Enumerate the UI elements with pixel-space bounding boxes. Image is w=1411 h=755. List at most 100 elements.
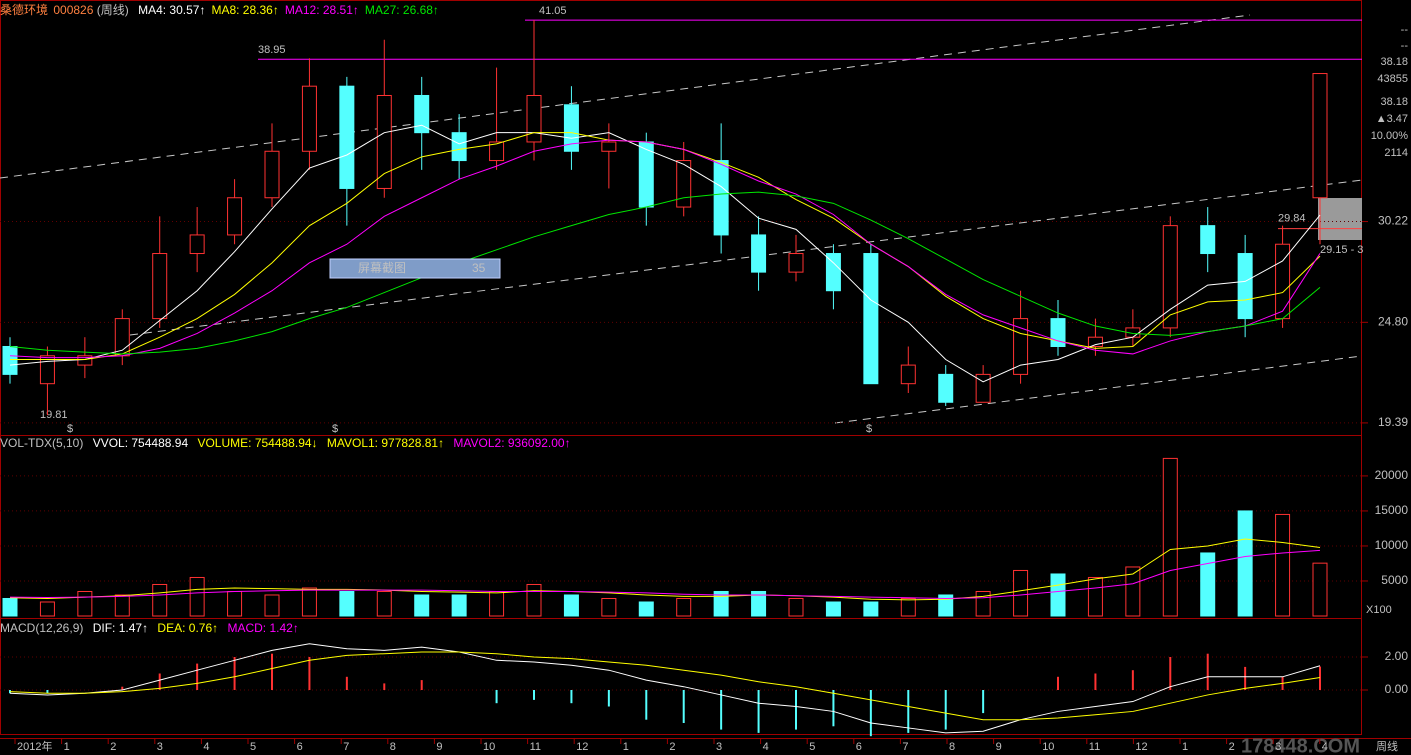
- legend-item: MA12: 28.51↑: [284, 3, 359, 17]
- candle-body: [1087, 336, 1103, 347]
- x-tick-label: 3: [157, 741, 163, 753]
- low-label: 19.81: [40, 409, 68, 421]
- volume-bar: [451, 594, 467, 617]
- x-tick-label: 1: [1182, 741, 1188, 753]
- legend-item: MA27: 26.68↑: [364, 3, 439, 17]
- tooltip-title: 屏幕截图: [358, 261, 406, 275]
- candle-body: [2, 345, 18, 375]
- volume-bar: [189, 576, 205, 617]
- x-tick-label: 12: [1135, 741, 1147, 753]
- candle-body: [825, 253, 841, 292]
- legend-item: MA4: 30.57↑: [138, 3, 206, 17]
- candle-body: [863, 253, 879, 385]
- candle-body: [751, 234, 767, 273]
- candle-body: [1237, 253, 1253, 320]
- y-tick-label: 0.00: [1385, 682, 1409, 696]
- volume-bar: [900, 597, 916, 617]
- signal: $: [332, 423, 338, 435]
- dif-line: [9, 643, 1321, 734]
- macd-item: DEA: 0.76↑: [157, 621, 219, 635]
- candle-body: [1312, 73, 1328, 199]
- mavol-line: [9, 538, 1321, 601]
- volume-bar: [264, 594, 280, 617]
- volume-bar: [526, 583, 542, 617]
- macd-legend: MACD(12,26,9) DIF: 1.47↑ DEA: 0.76↑ MACD…: [0, 621, 305, 635]
- x-tick-label: 4: [203, 741, 209, 753]
- ma-line: [9, 139, 1321, 359]
- x-tick-label: 9: [996, 741, 1002, 753]
- y-tick-label: 24.80: [1378, 314, 1408, 328]
- macd-title: MACD(12,26,9): [0, 621, 84, 635]
- side-info: 38.18: [1380, 56, 1408, 68]
- volume-bar: [414, 594, 430, 617]
- candle-body: [713, 160, 729, 236]
- x-tick-label: 11: [530, 741, 541, 753]
- candle-body: [77, 355, 93, 366]
- volume-bar: [676, 597, 692, 617]
- x-tick-label: 10: [1042, 741, 1054, 753]
- tooltip-value: 35: [472, 261, 486, 275]
- x-tick-label: 2012年: [17, 739, 52, 753]
- x-tick-label: 8: [949, 741, 955, 753]
- volume-bar: [376, 590, 392, 617]
- x-tick-label: 1: [64, 741, 70, 753]
- price-note: 29.15 - 3: [1320, 244, 1363, 256]
- volume-item: VVOL: 754488.94: [92, 436, 189, 450]
- level-label: 41.05: [539, 5, 567, 17]
- candle-body: [227, 197, 243, 236]
- ma-line: [9, 191, 1321, 355]
- x-tick-label: 11: [1089, 741, 1100, 753]
- x-tick-label: 7: [343, 741, 349, 753]
- ma-legend: MA4: 30.57↑ MA8: 28.36↑ MA12: 28.51↑ MA27: …: [138, 3, 445, 17]
- x-tick-label: 12: [576, 741, 588, 753]
- candle-body: [676, 160, 692, 208]
- main-legend: 桑德环境 000826 (周线) MA4: 30.57↑ MA8: 28.36↑ M…: [0, 1, 451, 18]
- volume-bar: [825, 601, 841, 617]
- macd-item: DIF: 1.47↑: [92, 621, 149, 635]
- macd-item: MACD: 1.42↑: [227, 621, 299, 635]
- x-tick-label: 3: [716, 741, 722, 753]
- x-tick-label: 8: [390, 741, 396, 753]
- x-tick-label: 6: [297, 741, 303, 753]
- candle-body: [1200, 225, 1216, 255]
- volume-bar: [227, 590, 243, 617]
- level-label: 38.95: [258, 44, 286, 56]
- mavol-line: [9, 549, 1321, 599]
- x-tick-label: 2: [110, 741, 116, 753]
- ma-line: [9, 124, 1321, 383]
- volume-bar: [713, 590, 729, 617]
- signal: $: [67, 423, 73, 435]
- legend-item: MA8: 28.36↑: [211, 3, 279, 17]
- candle-body: [489, 141, 505, 162]
- candle-body: [526, 94, 542, 143]
- volume-item: MAVOL2: 936092.00↑: [453, 436, 571, 450]
- x-tick-label: 5: [250, 741, 256, 753]
- y-tick-label: 19.39: [1378, 415, 1408, 429]
- volume-bar: [339, 590, 355, 617]
- x-tick-label: 2: [1229, 741, 1235, 753]
- volume-bar: [788, 597, 804, 617]
- watermark: 178448.COM: [1241, 735, 1360, 755]
- volume-bar: [77, 590, 93, 617]
- candle-body: [451, 132, 467, 162]
- x-tick-label: 10: [483, 741, 495, 753]
- volume-bar: [1013, 569, 1029, 617]
- y-tick-label: 20000: [1375, 468, 1409, 482]
- volume-bar: [1125, 566, 1141, 617]
- candle-body: [1162, 225, 1178, 329]
- volume-bar: [114, 594, 130, 617]
- candle-body: [1013, 318, 1029, 375]
- frame: [0, 0, 1411, 739]
- side-info: 10.00%: [1371, 130, 1409, 142]
- volume-bar: [563, 594, 579, 617]
- volume-bar: [938, 594, 954, 617]
- x-tick-label: 5: [809, 741, 815, 753]
- x-tick-label: 3: [1275, 741, 1281, 753]
- selection-box: [1318, 198, 1362, 240]
- volume-bar: [152, 583, 168, 617]
- side-info: 38.18: [1380, 96, 1408, 108]
- x-tick-label: 4: [1322, 741, 1328, 753]
- volume-bar: [863, 601, 879, 617]
